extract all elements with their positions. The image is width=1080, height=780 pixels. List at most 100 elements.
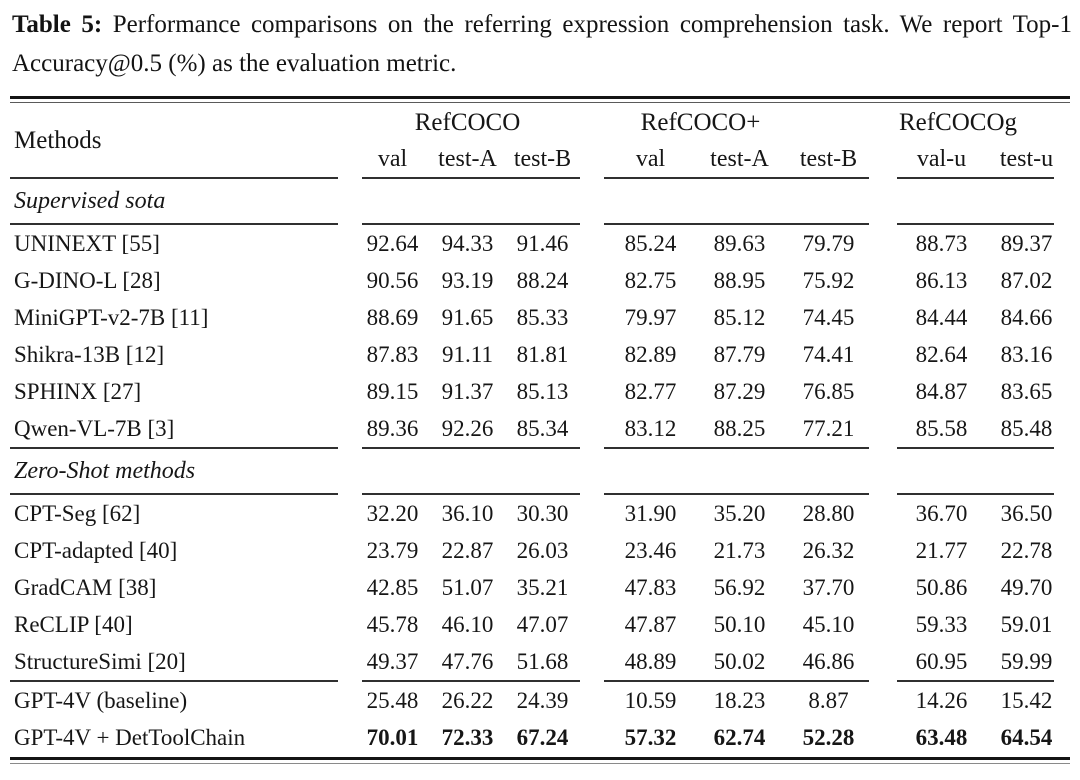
value-cell: 87.83 xyxy=(366,341,419,367)
value-cell: 91.11 xyxy=(442,341,493,367)
value-cell: 85.33 xyxy=(516,304,569,330)
methods-column-header: Methods xyxy=(14,127,102,154)
rule-segment xyxy=(362,223,580,225)
value-cell: 22.87 xyxy=(441,537,494,563)
value-cell: 74.45 xyxy=(802,304,855,330)
value-cell: 24.39 xyxy=(516,687,569,713)
table-row: SPHINX [27] 89.15 91.37 85.13 82.77 87.2… xyxy=(10,373,1070,410)
rule-segment xyxy=(604,223,869,225)
rule-segment xyxy=(897,177,1054,179)
results-table: Methods RefCOCO RefCOCO+ RefCOCOg val te… xyxy=(10,96,1070,764)
value-cell: 74.41 xyxy=(802,341,855,367)
subcol-refcocop-val: val xyxy=(635,145,666,172)
value-cell: 64.54 xyxy=(1000,724,1053,750)
method-name: CPT-Seg [62] xyxy=(14,500,141,526)
group-title-row: RefCOCO RefCOCO+ RefCOCOg xyxy=(355,105,1069,141)
rule-segment xyxy=(897,223,1054,225)
value-cell: 22.78 xyxy=(1000,537,1053,563)
value-cell: 51.68 xyxy=(516,648,569,674)
value-cell: 31.90 xyxy=(624,500,677,526)
method-name: SPHINX [27] xyxy=(14,378,142,404)
value-cell: 82.64 xyxy=(915,341,968,367)
value-cell: 25.48 xyxy=(366,687,419,713)
value-cell: 36.70 xyxy=(915,500,968,526)
value-cell: 72.33 xyxy=(441,724,494,750)
value-cell: 15.42 xyxy=(1000,687,1053,713)
table-row: GPT-4V (baseline) 25.48 26.22 24.39 10.5… xyxy=(10,682,1070,719)
subcol-refcoco-val: val xyxy=(377,145,408,172)
method-name: Qwen-VL-7B [3] xyxy=(14,415,175,441)
section-title-zeroshot: Zero-Shot methods xyxy=(14,457,196,484)
group-refcoco: RefCOCO xyxy=(414,109,521,136)
value-cell: 48.89 xyxy=(624,648,677,674)
value-cell: 91.37 xyxy=(441,378,494,404)
value-cell: 89.36 xyxy=(366,415,419,441)
value-cell: 75.92 xyxy=(802,267,855,293)
subcol-refcocog-testu: test-u xyxy=(999,145,1054,172)
value-cell: 46.10 xyxy=(441,611,494,637)
table-caption-text: Performance comparisons on the referring… xyxy=(12,11,1073,77)
rule-segment xyxy=(604,493,869,495)
value-cell: 50.10 xyxy=(713,611,766,637)
value-cell: 49.37 xyxy=(366,648,419,674)
value-cell: 88.69 xyxy=(366,304,419,330)
section-title-supervised: Supervised sota xyxy=(14,187,166,214)
value-cell: 63.48 xyxy=(915,724,968,750)
value-cell: 83.65 xyxy=(1000,378,1053,404)
rule-segment xyxy=(362,447,580,449)
value-cell: 67.24 xyxy=(516,724,569,750)
value-cell: 49.70 xyxy=(1000,574,1053,600)
rule-segment xyxy=(10,447,338,449)
method-name: StructureSimi [20] xyxy=(14,648,186,674)
value-cell: 88.95 xyxy=(713,267,766,293)
value-cell: 28.80 xyxy=(802,500,855,526)
method-name: MiniGPT-v2-7B [11] xyxy=(14,304,209,330)
value-cell: 91.65 xyxy=(441,304,494,330)
mid-rule xyxy=(10,680,1070,682)
method-name: ReCLIP [40] xyxy=(14,611,133,637)
value-cell: 14.26 xyxy=(915,687,968,713)
value-cell: 82.89 xyxy=(624,341,677,367)
table-caption-label: Table 5: xyxy=(12,11,103,38)
value-cell: 92.26 xyxy=(441,415,494,441)
value-cell: 87.29 xyxy=(713,378,766,404)
supervised-rows: UNINEXT [55] 92.64 94.33 91.46 85.24 89.… xyxy=(10,225,1070,447)
value-cell: 18.23 xyxy=(713,687,766,713)
mid-rule xyxy=(10,447,1070,449)
value-cell: 21.73 xyxy=(713,537,766,563)
mid-rule xyxy=(10,493,1070,495)
value-cell: 85.34 xyxy=(516,415,569,441)
value-cell: 23.46 xyxy=(624,537,677,563)
value-cell: 77.21 xyxy=(802,415,855,441)
method-name: GPT-4V (baseline) xyxy=(14,687,188,713)
value-cell: 79.97 xyxy=(624,304,677,330)
value-cell: 85.58 xyxy=(915,415,968,441)
value-cell: 35.20 xyxy=(713,500,766,526)
value-cell: 59.01 xyxy=(1000,611,1053,637)
value-cell: 83.16 xyxy=(1000,341,1053,367)
method-name: CPT-adapted [40] xyxy=(14,537,178,563)
value-cell: 46.86 xyxy=(802,648,855,674)
rule-segment xyxy=(604,177,869,179)
table-row: GradCAM [38] 42.85 51.07 35.21 47.83 56.… xyxy=(10,569,1070,606)
value-cell: 89.37 xyxy=(1000,230,1053,256)
value-cell: 56.92 xyxy=(713,574,766,600)
value-cell: 88.73 xyxy=(915,230,968,256)
value-cell: 45.10 xyxy=(802,611,855,637)
value-cell: 59.99 xyxy=(1000,648,1053,674)
value-cell: 21.77 xyxy=(915,537,968,563)
value-cell: 91.46 xyxy=(516,230,569,256)
value-cell: 59.33 xyxy=(915,611,968,637)
value-cell: 47.07 xyxy=(516,611,569,637)
mid-rule xyxy=(10,177,1070,179)
method-name: GradCAM [38] xyxy=(14,574,157,600)
value-cell: 50.02 xyxy=(713,648,766,674)
value-cell: 42.85 xyxy=(366,574,419,600)
table-row: UNINEXT [55] 92.64 94.33 91.46 85.24 89.… xyxy=(10,225,1070,262)
value-cell: 84.66 xyxy=(1000,304,1053,330)
value-cell: 51.07 xyxy=(441,574,494,600)
value-cell: 62.74 xyxy=(713,724,766,750)
value-cell: 32.20 xyxy=(366,500,419,526)
value-cell: 92.64 xyxy=(366,230,419,256)
